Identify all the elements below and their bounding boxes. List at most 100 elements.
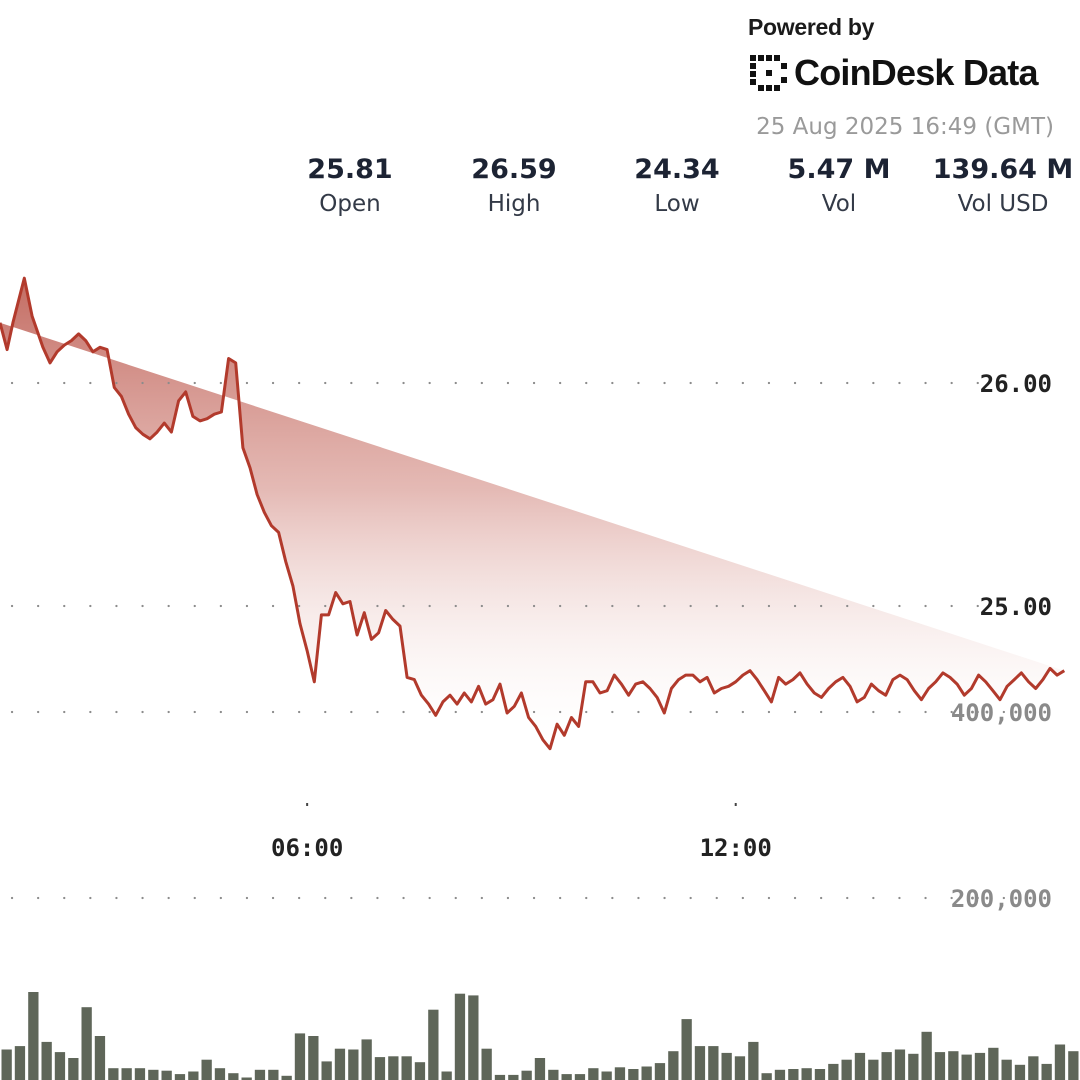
volume-bar: [721, 1052, 732, 1080]
volume-bar: [761, 1073, 772, 1080]
volume-bar: [54, 1052, 66, 1080]
volume-bar: [961, 1054, 972, 1080]
volume-bar: [1068, 1051, 1079, 1080]
stat-vol: 5.47 M Vol: [754, 154, 924, 217]
powered-by-label: Powered by: [748, 14, 875, 40]
volume-bar: [134, 1068, 146, 1080]
volume-bar: [1041, 1063, 1052, 1080]
stat-vol-usd-value: 139.64 M: [932, 154, 1074, 185]
stat-high-value: 26.59: [471, 154, 557, 185]
stat-low-label: Low: [654, 191, 700, 217]
volume-bar: [988, 1047, 999, 1080]
volume-bar: [801, 1068, 812, 1080]
volume-bar: [81, 1007, 92, 1080]
x-tick-label: 06:00: [271, 834, 343, 862]
volume-bar: [494, 1074, 506, 1080]
volume-bar: [708, 1046, 719, 1080]
stat-low: 24.34 Low: [592, 154, 762, 217]
volume-bar: [534, 1058, 546, 1080]
volume-bar: [841, 1059, 852, 1080]
volume-bar: [948, 1051, 959, 1080]
volume-bar: [521, 1070, 532, 1080]
volume-bar: [588, 1068, 599, 1080]
volume-bar: [894, 1049, 906, 1080]
volume-bar: [201, 1059, 212, 1080]
volume-bar: [654, 1063, 666, 1080]
volume-bar: [254, 1069, 266, 1080]
volume-bar: [14, 1046, 26, 1080]
volume-bar: [774, 1069, 786, 1080]
coindesk-logo-icon: [750, 55, 787, 91]
volume-bar: [881, 1052, 892, 1080]
volume-bar: [668, 1051, 679, 1080]
volume-bar: [1, 1049, 12, 1080]
stat-vol-value: 5.47 M: [787, 154, 891, 185]
volume-bar: [68, 1058, 79, 1080]
volume-bar: [94, 1036, 106, 1080]
volume-bar: [281, 1075, 292, 1080]
stat-open: 25.81 Open: [265, 154, 435, 217]
stat-open-value: 25.81: [307, 154, 393, 185]
x-tick-label: 12:00: [700, 834, 772, 862]
volume-bar: [1014, 1064, 1026, 1080]
volume-bar: [1001, 1059, 1012, 1080]
volume-tick-label: 200,000: [951, 885, 1052, 913]
volume-bar: [174, 1074, 186, 1080]
stat-open-label: Open: [319, 191, 381, 217]
volume-bar: [108, 1068, 119, 1080]
volume-bar: [734, 1056, 746, 1080]
volume-bar: [454, 993, 466, 1080]
volume-bar: [374, 1057, 386, 1080]
stat-high: 26.59 High: [429, 154, 599, 217]
volume-bar: [868, 1059, 879, 1080]
volume-bar: [161, 1070, 172, 1080]
volume-bar: [628, 1069, 639, 1080]
volume-bar: [294, 1033, 306, 1080]
stat-low-value: 24.34: [634, 154, 720, 185]
volume-bar: [641, 1066, 652, 1080]
volume-bar: [921, 1031, 932, 1080]
volume-bar: [268, 1069, 279, 1080]
volume-bar: [428, 1009, 439, 1080]
volume-tick-label: 400,000: [951, 699, 1052, 727]
volume-bar: [561, 1074, 572, 1080]
volume-bar: [41, 1041, 52, 1080]
timestamp: 25 Aug 2025 16:49 (GMT): [756, 114, 1054, 140]
stat-vol-label: Vol: [821, 191, 857, 217]
volume-bar: [694, 1046, 706, 1080]
volume-bar: [414, 1062, 426, 1080]
volume-bar: [934, 1052, 946, 1080]
volume-bar: [481, 1048, 492, 1080]
volume-bar: [361, 1039, 372, 1080]
volume-bar: [441, 1071, 452, 1080]
price-area: [0, 278, 1065, 749]
volume-bar: [468, 995, 479, 1080]
stat-vol-usd: 139.64 M Vol USD: [918, 154, 1080, 217]
brand-name: CoinDesk Data: [794, 52, 1038, 93]
y-tick-label: 26.00: [980, 370, 1052, 398]
volume-bar: [908, 1053, 919, 1080]
volume-bar: [681, 1019, 692, 1080]
volume-bar: [148, 1069, 159, 1080]
volume-bar: [214, 1068, 226, 1080]
volume-bar: [828, 1063, 839, 1080]
volume-bar: [974, 1052, 986, 1080]
volume-bar: [321, 1061, 332, 1080]
volume-bar: [548, 1069, 559, 1080]
volume-bar: [228, 1073, 239, 1080]
volume-bar: [334, 1048, 346, 1080]
volume-bar: [814, 1069, 826, 1080]
volume-bar: [614, 1067, 626, 1080]
stat-vol-usd-label: Vol USD: [957, 191, 1049, 217]
volume-bar: [388, 1056, 399, 1080]
volume-bar: [28, 992, 39, 1080]
volume-bar: [348, 1049, 359, 1080]
volume-bar: [854, 1052, 866, 1080]
volume-bar: [1054, 1044, 1066, 1080]
volume-bar: [121, 1068, 132, 1080]
volume-bar: [574, 1074, 586, 1080]
brand-logo-row[interactable]: CoinDesk Data: [748, 53, 1038, 93]
stat-high-label: High: [487, 191, 541, 217]
volume-bar: [508, 1074, 519, 1080]
